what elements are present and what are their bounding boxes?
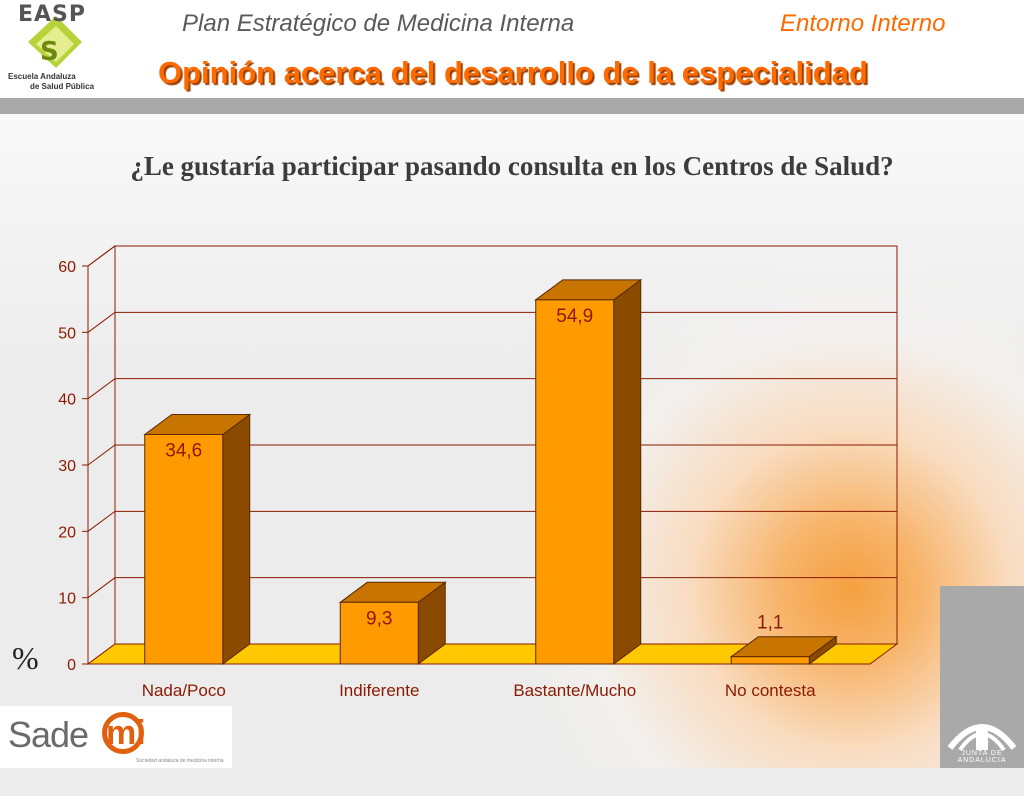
bar — [730, 656, 810, 665]
x-category-label: Bastante/Mucho — [513, 681, 636, 700]
bar-chart: 0 10 20 30 40 50 60 34,6 Nada/Poco 9,3 Indiferente… — [58, 245, 899, 700]
y-tick-label: 0 — [67, 657, 76, 674]
gridline — [87, 245, 897, 267]
easp-logo: S — [6, 2, 102, 94]
bar-value-label: 54,9 — [556, 306, 593, 327]
bar-side — [613, 278, 642, 665]
bar — [339, 601, 419, 665]
y-tick-label: 60 — [58, 259, 76, 276]
chart-question: ¿Le gustaría participar pasando consulta… — [130, 151, 894, 181]
bar-value-label: 34,6 — [165, 440, 202, 461]
y-tick-label: 10 — [58, 591, 76, 608]
bar-value-label: 9,3 — [366, 608, 392, 629]
gridline — [87, 378, 897, 400]
junta-emblem-icon — [947, 724, 1017, 752]
sademi-ring-icon — [102, 712, 144, 754]
easp-logo-icon: S — [28, 16, 82, 68]
y-tick-label: 30 — [58, 458, 76, 475]
page-title: Opinión acerca del desarrollo de la espe… — [158, 55, 868, 90]
junta-logo: JUNTA DE ANDALUCIA — [940, 586, 1024, 768]
bar-value-label: 1,1 — [757, 613, 783, 634]
gridline — [87, 311, 897, 333]
sademi-logo: Sade mi Sociedad andaluza de medicina in… — [0, 706, 232, 768]
logo-subtitle-2: de Salud Pública — [30, 82, 95, 91]
svg-text:S: S — [40, 37, 59, 67]
section-title: Entorno Interno — [780, 10, 946, 37]
y-tick-label: 20 — [58, 524, 76, 541]
logo-subtitle-1: Escuela Andaluza — [8, 72, 76, 81]
plan-title: Plan Estratégico de Medicina Interna — [182, 10, 575, 37]
junta-logo-text: JUNTA DE ANDALUCIA — [957, 750, 1007, 764]
bar — [535, 299, 615, 665]
sademi-logo-subtitle: Sociedad andaluza de medicina interna — [136, 758, 224, 764]
x-category-label: Indiferente — [339, 681, 419, 700]
bar — [144, 433, 224, 665]
sademi-logo-text: Sade — [8, 714, 89, 755]
x-category-label: Nada/Poco — [142, 681, 226, 700]
y-tick-label: 40 — [58, 392, 76, 409]
x-category-label: No contesta — [725, 681, 816, 700]
header: S EASP Escuela Andaluza de Salud Pública… — [0, 0, 1024, 98]
sademi-logo-mi: mi — [106, 714, 146, 752]
header-divider — [0, 98, 1024, 114]
y-unit-label: % — [12, 640, 39, 676]
y-tick-label: 50 — [58, 325, 76, 342]
bar-side — [222, 413, 251, 665]
logo-name: EASP — [18, 2, 87, 27]
